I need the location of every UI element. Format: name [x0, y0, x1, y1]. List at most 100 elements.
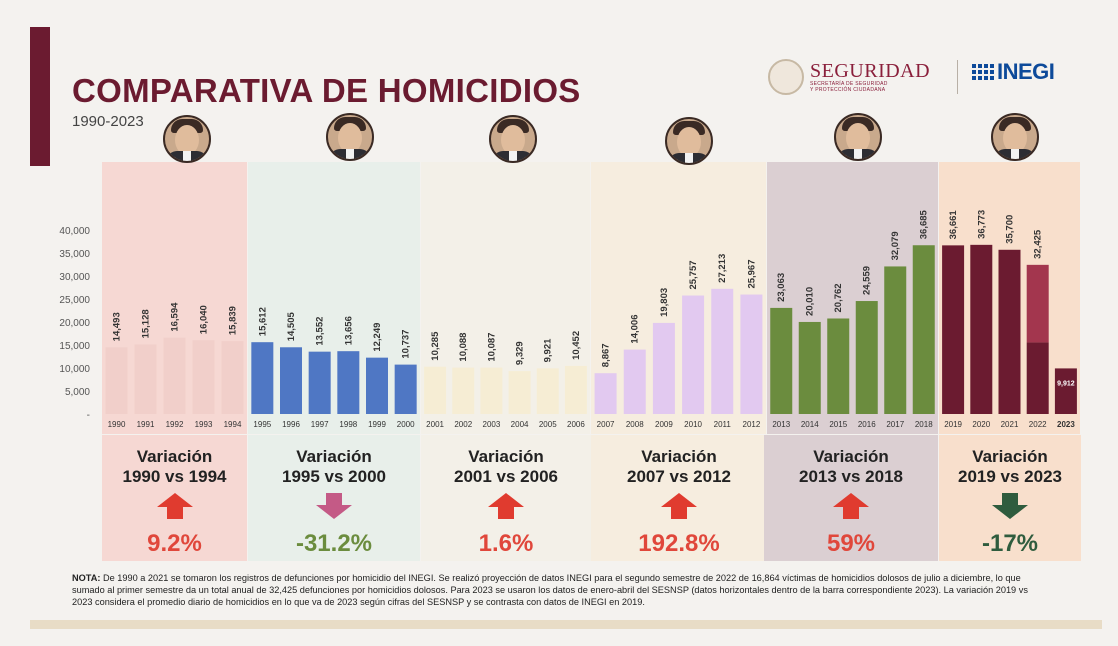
bar-2019 [942, 245, 965, 414]
bar-2007 [594, 373, 617, 414]
arrow-down-icon [992, 493, 1028, 524]
value-label-2019: 36,661 [948, 210, 959, 240]
x-tick-label-2007: 2007 [597, 420, 615, 429]
x-tick-label-1998: 1998 [339, 420, 357, 429]
value-label-1993: 16,040 [199, 305, 210, 334]
x-tick-label-2014: 2014 [801, 420, 819, 429]
bar-2011 [711, 288, 734, 414]
value-label-1995: 15,612 [257, 307, 268, 336]
variation-box-2: Variación 1995 vs 2000 -31.2% [248, 435, 420, 561]
variation-box-3: Variación 2001 vs 2006 1.6% [421, 435, 591, 561]
x-tick-label-2011: 2011 [714, 420, 732, 429]
footnote-label: NOTA: [72, 573, 101, 583]
variation-label: Variación 2013 vs 2018 [764, 447, 938, 487]
bar-1990 [105, 347, 128, 414]
y-tick-label: 35,000 [59, 249, 90, 260]
arrow-up-icon [488, 493, 524, 524]
bar-2022-first-half [1026, 342, 1049, 414]
variation-label-line1: Variación [641, 447, 717, 466]
bar-2001 [424, 366, 447, 414]
value-label-2005: 9,921 [543, 338, 554, 362]
bar-2008 [623, 349, 646, 414]
x-tick-label-2020: 2020 [972, 420, 990, 429]
value-label-2000: 10,737 [401, 330, 412, 359]
variation-value: 1.6% [478, 530, 534, 557]
x-tick-label-2009: 2009 [655, 420, 673, 429]
president-portrait-3 [489, 115, 537, 163]
y-tick-label: 10,000 [59, 364, 90, 375]
value-label-2016: 24,559 [862, 266, 873, 295]
variation-label-line1: Variación [468, 447, 544, 466]
x-tick-label-1990: 1990 [108, 420, 126, 429]
variation-box-6: Variación 2019 vs 2023 -17% [939, 435, 1081, 561]
x-tick-label-2006: 2006 [567, 420, 585, 429]
period-background-2007-2012 [591, 162, 766, 434]
variation-label: Variación 2001 vs 2006 [421, 447, 591, 487]
y-tick-label: - [87, 410, 90, 421]
variation-value: 192.8% [638, 530, 720, 557]
x-tick-label-1994: 1994 [224, 420, 242, 429]
value-label-2008: 14,006 [630, 315, 641, 344]
bar-2012 [740, 294, 763, 414]
x-tick-label-2001: 2001 [426, 420, 444, 429]
bar-1999 [366, 357, 388, 414]
period-background-2013-2018 [767, 162, 938, 434]
x-tick-label-2021: 2021 [1001, 420, 1019, 429]
value-label-1996: 14,505 [286, 312, 297, 342]
bar-2005 [536, 368, 559, 414]
bar-2022-projection [1026, 264, 1049, 343]
inegi-name: INEGI [997, 59, 1055, 84]
footnote: NOTA: De 1990 a 2021 se tomaron los regi… [72, 572, 1032, 608]
x-tick-label-2023: 2023 [1057, 420, 1075, 429]
y-tick-label: 5,000 [65, 387, 90, 398]
bar-2018 [912, 245, 935, 414]
variation-label-line2: 2019 vs 2023 [958, 467, 1062, 486]
value-label-2003: 10,087 [486, 333, 497, 362]
arrow-up-icon [833, 493, 869, 524]
x-tick-label-2019: 2019 [944, 420, 962, 429]
x-tick-label-2000: 2000 [397, 420, 415, 429]
footnote-text: De 1990 a 2021 se tomaron los registros … [72, 573, 1028, 607]
bar-2017 [884, 266, 907, 414]
x-tick-label-2008: 2008 [626, 420, 644, 429]
seguridad-sub1: SECRETARÍA DE SEGURIDAD [810, 81, 888, 87]
logo-divider [957, 60, 958, 94]
bar-2021 [998, 249, 1021, 414]
x-tick-label-2015: 2015 [829, 420, 847, 429]
x-tick-label-1999: 1999 [368, 420, 386, 429]
x-tick-label-1995: 1995 [253, 420, 271, 429]
bar-1997 [308, 351, 331, 414]
x-tick-label-2016: 2016 [858, 420, 876, 429]
variation-label-line2: 2001 vs 2006 [454, 467, 558, 486]
x-tick-label-1992: 1992 [166, 420, 184, 429]
x-tick-label-2005: 2005 [539, 420, 557, 429]
value-label-1991: 15,128 [141, 309, 152, 338]
bar-1998 [337, 351, 360, 414]
y-tick-label: 40,000 [59, 226, 90, 237]
period-background-2001-2006 [421, 162, 590, 434]
variation-value: 9.2% [147, 530, 202, 557]
bar-2016 [855, 301, 878, 414]
bar-2023 [1054, 368, 1077, 414]
y-tick-label: 15,000 [59, 341, 90, 352]
bar-2010 [682, 295, 705, 414]
variation-label-line2: 1995 vs 2000 [282, 467, 386, 486]
variation-box-5: Variación 2013 vs 2018 59% [764, 435, 938, 561]
x-tick-label-1991: 1991 [137, 420, 155, 429]
variation-label: Variación 1990 vs 1994 [102, 447, 247, 487]
x-tick-label-1993: 1993 [195, 420, 213, 429]
variation-value: -31.2% [295, 530, 373, 557]
value-label-2020: 36,773 [976, 210, 987, 239]
variation-label-line2: 2007 vs 2012 [627, 467, 731, 486]
bar-2013 [770, 307, 793, 414]
value-label-2009: 19,803 [659, 288, 670, 317]
value-label-2021: 35,700 [1005, 215, 1016, 244]
x-tick-label-2002: 2002 [454, 420, 472, 429]
seguridad-logo: SEGURIDAD SECRETARÍA DE SEGURIDAD Y PROT… [768, 59, 930, 95]
president-portrait-6 [991, 113, 1039, 161]
accent-bar [30, 27, 50, 166]
variation-label-line1: Variación [972, 447, 1048, 466]
bar-1992 [163, 337, 186, 414]
x-tick-label-2003: 2003 [483, 420, 501, 429]
